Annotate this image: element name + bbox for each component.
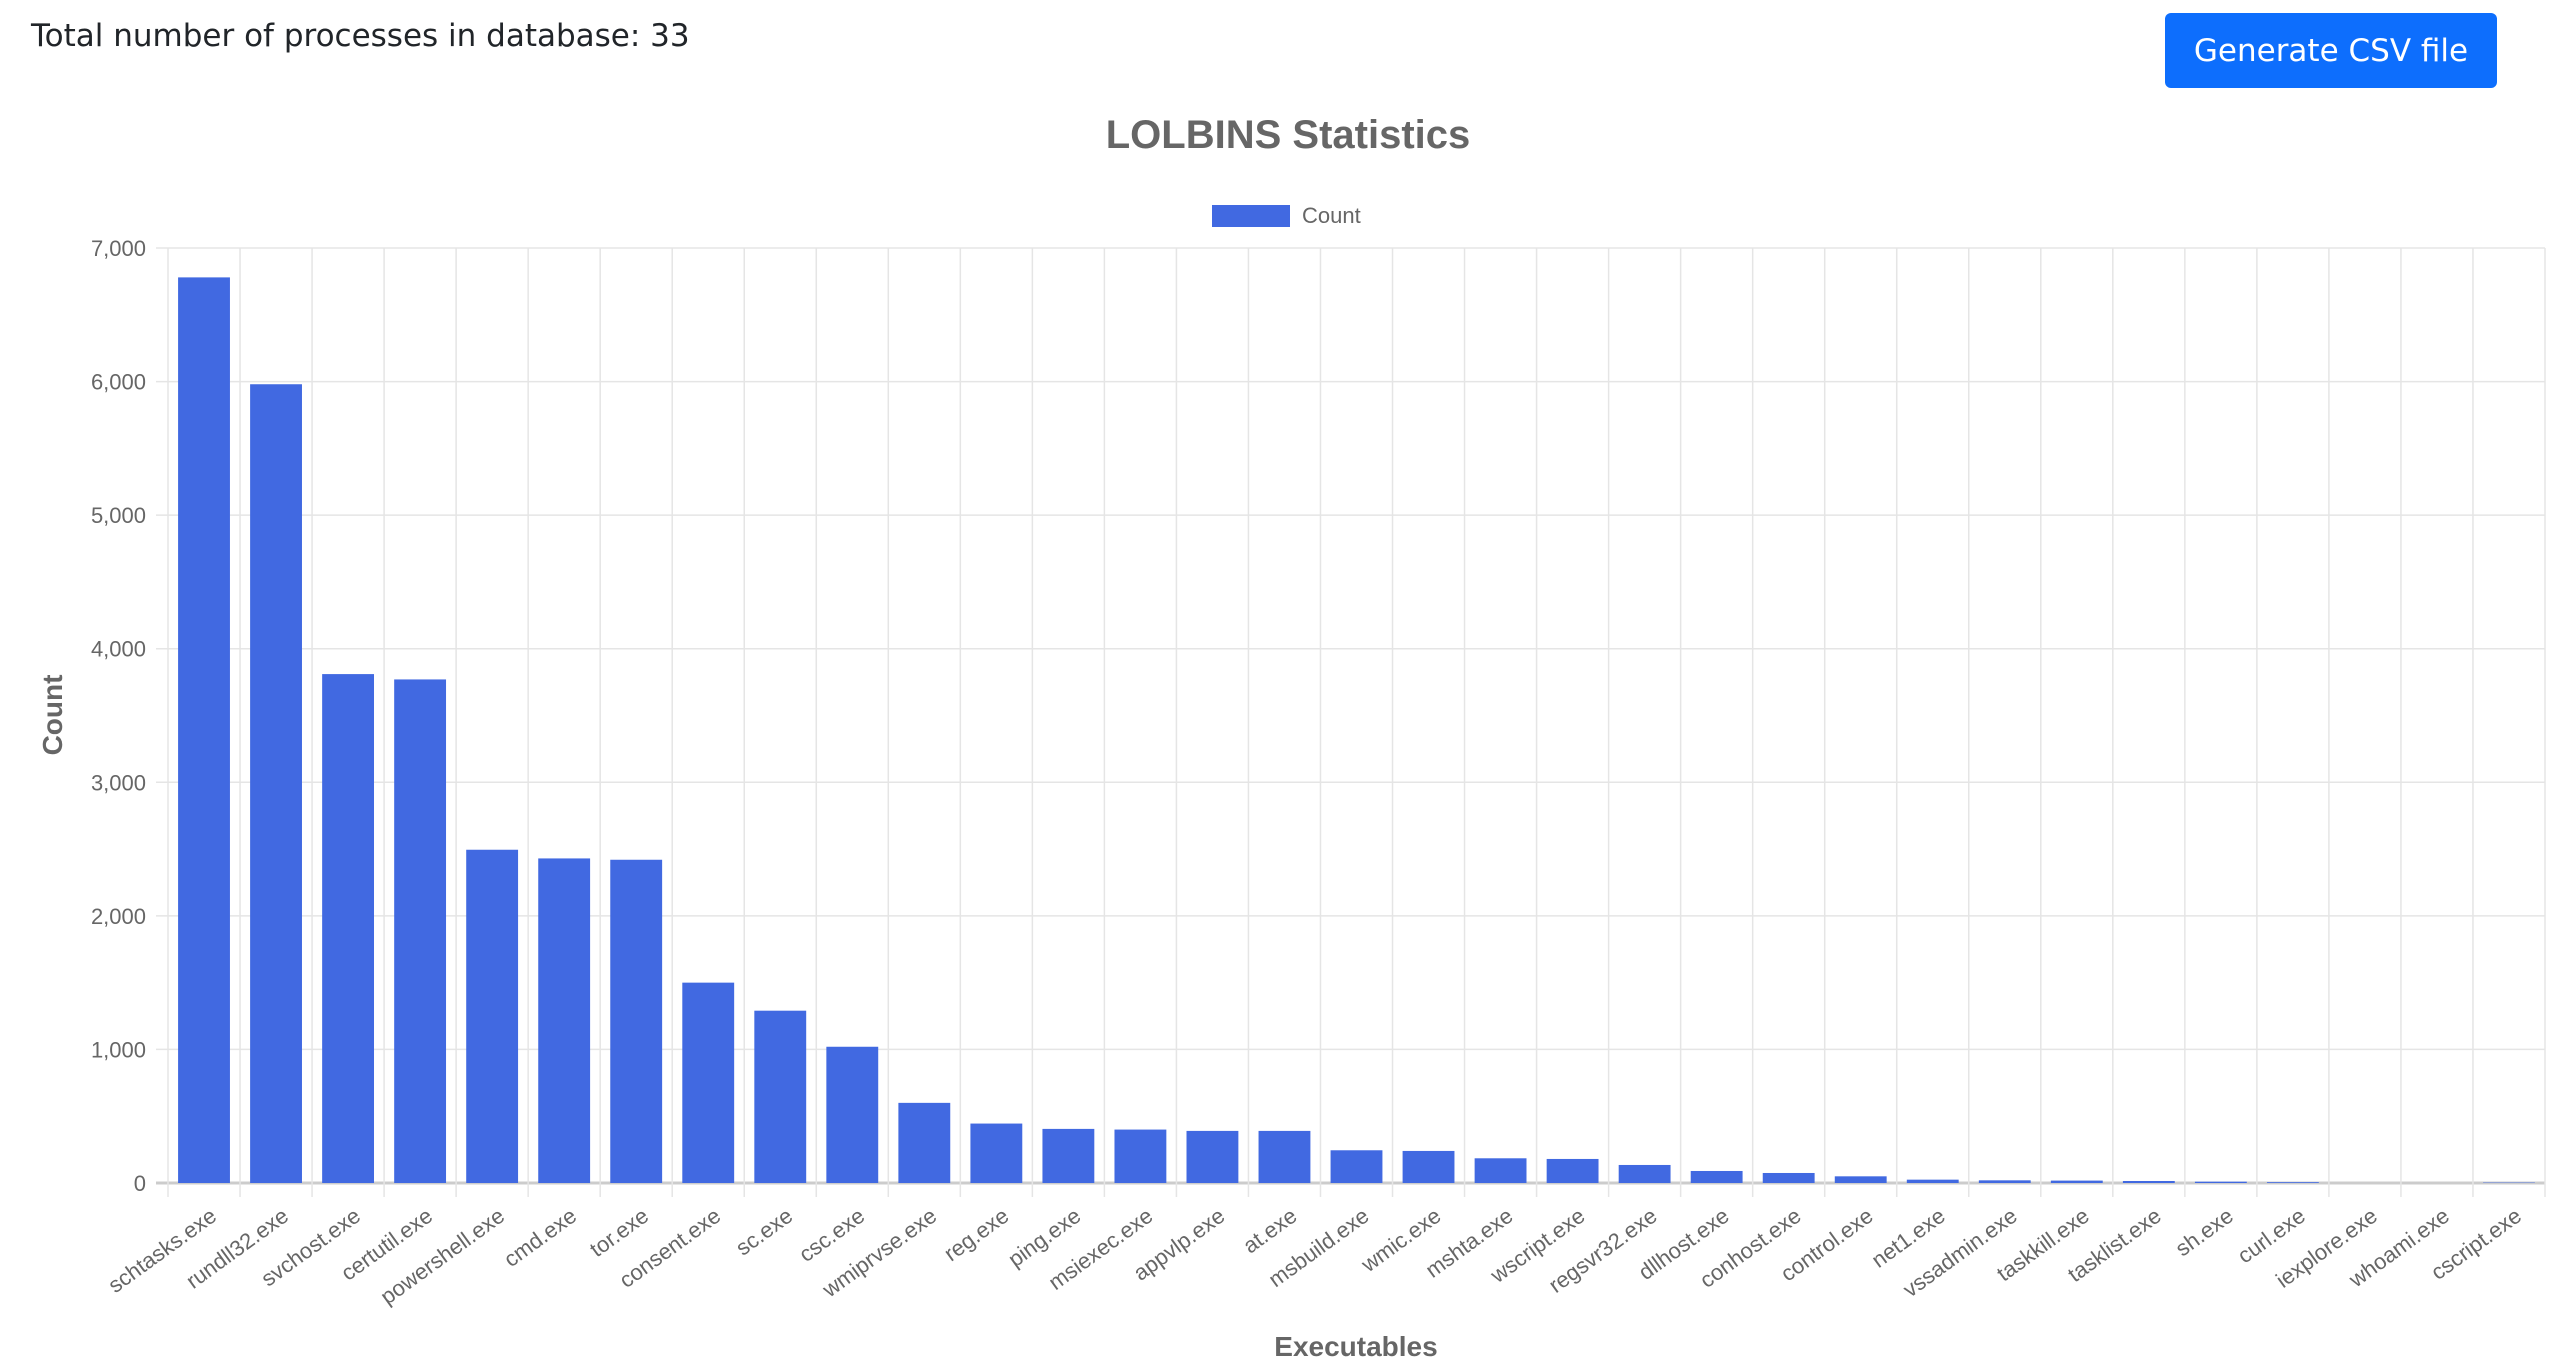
x-tick-label: reg.exe (939, 1203, 1013, 1266)
y-tick-label: 4,000 (91, 637, 146, 662)
bar-tor (610, 859, 663, 1183)
chart-title: LOLBINS Statistics (1106, 113, 1471, 157)
y-tick-label: 2,000 (91, 904, 146, 929)
bar-consent (682, 982, 735, 1183)
bar-curl (2266, 1182, 2319, 1183)
bar-net1 (1906, 1179, 1959, 1183)
bar-schtasks (178, 277, 230, 1183)
legend-label[interactable]: Count (1302, 203, 1361, 228)
bar-mshta (1474, 1158, 1527, 1183)
bar-svchost (322, 674, 375, 1183)
y-tick-label: 3,000 (91, 770, 146, 795)
bar-dllhost (1690, 1170, 1743, 1183)
x-tick-label: at.exe (1238, 1203, 1301, 1258)
bar-wscript (1546, 1158, 1599, 1183)
y-axis-title: Count (37, 675, 68, 756)
x-tick-label: sh.exe (2171, 1203, 2238, 1261)
bar-msiexec (1114, 1129, 1167, 1183)
bar-vssadmin (1978, 1180, 2031, 1183)
bar-regsvr32 (1618, 1164, 1671, 1183)
bar-sh (2194, 1181, 2247, 1183)
bar-wmiprvse (898, 1102, 951, 1183)
y-tick-label: 0 (134, 1171, 146, 1196)
bar-rundll32 (250, 384, 302, 1183)
y-tick-label: 7,000 (91, 236, 146, 261)
x-tick-label: sc.exe (731, 1203, 797, 1261)
bar-wmic (1402, 1150, 1455, 1183)
bar-taskkill (2050, 1180, 2103, 1183)
total-processes-text: Total number of processes in database: 3… (31, 18, 690, 54)
generate-csv-button[interactable]: Generate CSV file (2165, 13, 2497, 88)
bar-control (1834, 1176, 1887, 1183)
bar-csc (826, 1046, 879, 1183)
bar-sc (754, 1010, 807, 1183)
bar-ping (1042, 1128, 1095, 1183)
bar-conhost (1762, 1172, 1815, 1183)
bar-appvlp (1186, 1130, 1239, 1183)
bar-certutil (394, 679, 447, 1183)
y-tick-label: 6,000 (91, 370, 146, 395)
legend-swatch[interactable] (1212, 205, 1290, 227)
x-tick-label: cmd.exe (499, 1203, 581, 1272)
bar-msbuild (1330, 1150, 1383, 1183)
y-tick-label: 5,000 (91, 503, 146, 528)
bar-reg (970, 1123, 1023, 1183)
y-tick-label: 1,000 (91, 1037, 146, 1062)
bar-tasklist (2122, 1180, 2175, 1183)
bar-cmd (538, 858, 591, 1183)
bar-at (1258, 1130, 1311, 1183)
x-axis-title: Executables (1274, 1331, 1437, 1362)
bar-powershell (466, 849, 519, 1183)
x-tick-label: powershell.exe (376, 1203, 509, 1309)
